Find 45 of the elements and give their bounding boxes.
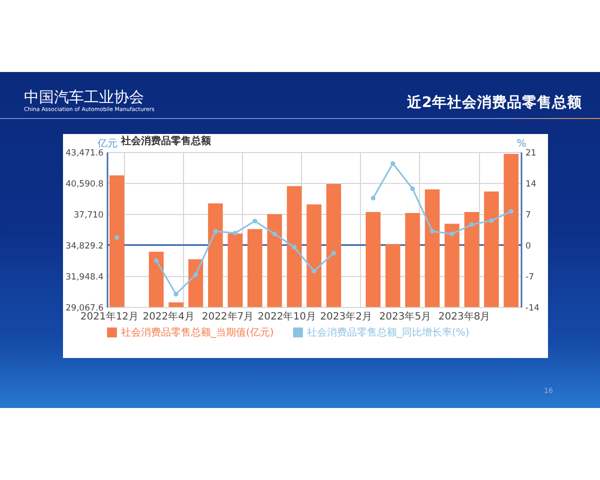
x-tick-label: 2021年12月 xyxy=(80,310,139,322)
point xyxy=(430,228,435,234)
point xyxy=(370,196,376,200)
point xyxy=(489,218,494,223)
point xyxy=(312,268,316,274)
y-tick-label: 31,948.4 xyxy=(66,272,104,282)
point xyxy=(331,250,336,256)
y2-tick-label: 0 xyxy=(526,242,531,252)
point xyxy=(193,272,198,278)
legend-label: 社会消费品零售总额_当期值(亿元) xyxy=(121,326,274,338)
y2-tick-label: 14 xyxy=(526,180,536,190)
x-tick-label: 2023年8月 xyxy=(438,310,490,322)
x-tick-label: 2022年7月 xyxy=(202,310,254,322)
chart-subtitle: 社会消费品零售总额 xyxy=(120,135,212,147)
y-tick-label: 40,590.8 xyxy=(66,180,104,190)
y2-tick-label: 7 xyxy=(526,210,531,220)
point xyxy=(410,186,415,192)
point xyxy=(213,228,218,234)
point xyxy=(154,258,159,263)
x-tick-label: 2023年2月 xyxy=(320,310,372,322)
y-axis-title: 亿元 xyxy=(96,138,118,150)
y2-tick-label: -7 xyxy=(526,272,534,282)
x-tick-label: 2023年5月 xyxy=(379,310,432,322)
legend-label: 社会消费品零售总额_同比增长率(%) xyxy=(307,326,470,338)
point xyxy=(272,232,277,236)
point xyxy=(292,244,297,250)
y-tick-label: 43,471.6 xyxy=(66,148,104,158)
y2-tick-label: 21 xyxy=(526,148,536,158)
text: 中国汽车工业协会 xyxy=(24,88,144,106)
x-tick-label: 2022年4月 xyxy=(142,310,195,322)
y2-axis-title: % xyxy=(516,138,526,150)
point xyxy=(469,222,474,227)
point xyxy=(174,292,178,296)
y-tick-label: 37,710 xyxy=(74,210,104,220)
y-tick-label: 29,067.6 xyxy=(66,304,104,314)
point xyxy=(252,218,258,224)
point xyxy=(232,230,238,236)
chart-title: 近2年社会消费品零售总额 xyxy=(406,94,582,112)
x-tick-label: 2022年10月 xyxy=(258,310,316,322)
point xyxy=(390,161,396,166)
y2-tick-label: -14 xyxy=(526,304,540,314)
y-tick-label: 34,829.2 xyxy=(66,242,104,252)
point xyxy=(114,235,120,240)
point xyxy=(508,209,514,214)
point xyxy=(450,232,454,236)
